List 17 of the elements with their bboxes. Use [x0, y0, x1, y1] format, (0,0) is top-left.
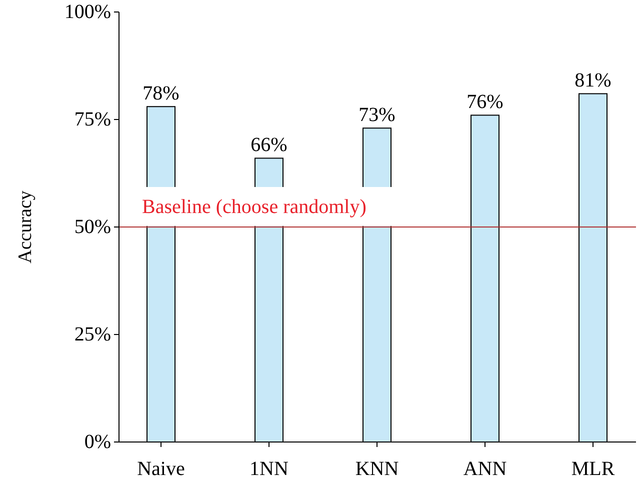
data-label: 81% — [574, 70, 612, 92]
y-tick-label: 0% — [84, 431, 111, 453]
data-label: 76% — [466, 91, 504, 114]
x-tick-label: MLR — [571, 458, 616, 480]
data-label: 78% — [142, 82, 180, 105]
data-label: 66% — [250, 134, 288, 156]
x-tick-label: ANN — [463, 458, 507, 480]
y-tick-label: 100% — [64, 1, 111, 23]
y-tick-label: 50% — [74, 216, 111, 238]
x-tick-label: Naive — [137, 458, 185, 480]
y-tick-label: 75% — [74, 108, 111, 130]
x-tick-label: KNN — [355, 458, 399, 480]
data-label: 73% — [358, 104, 396, 126]
ref-line-label: Baseline (choose randomly) — [142, 196, 366, 218]
y-axis-title: Accuracy — [15, 190, 36, 264]
y-tick-label: 25% — [74, 324, 111, 346]
x-tick-label: 1NN — [250, 458, 288, 480]
